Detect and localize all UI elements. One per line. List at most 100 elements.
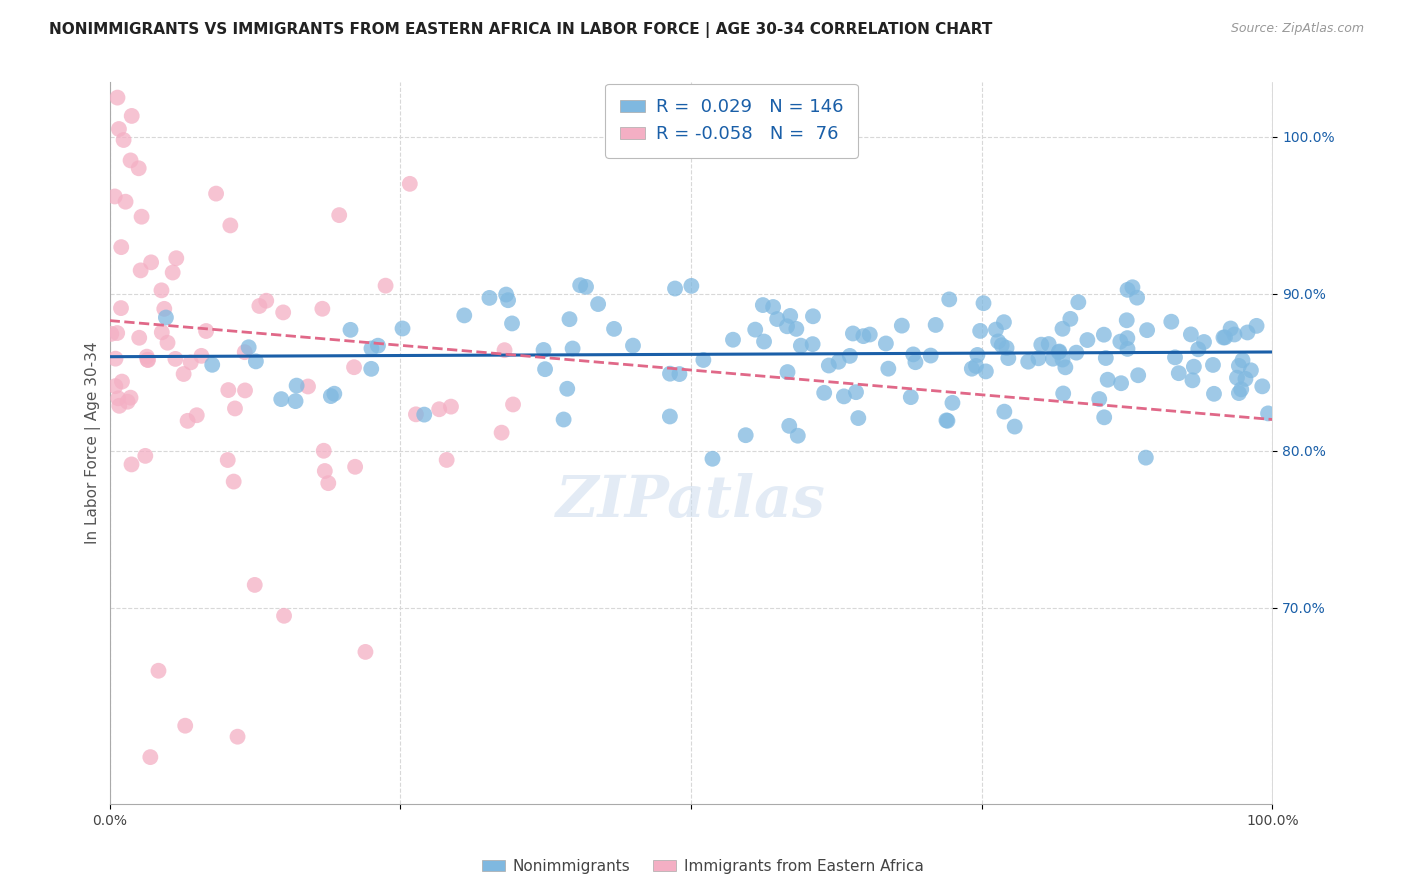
Point <box>104 351 127 366</box>
Point <box>555 382 578 396</box>
Point <box>120 153 142 168</box>
Point <box>360 342 382 356</box>
Legend: Nonimmigrants, Immigrants from Eastern Africa: Nonimmigrants, Immigrants from Eastern A… <box>477 853 929 880</box>
Point <box>1047 345 1070 359</box>
Point <box>938 293 960 307</box>
Point <box>859 327 882 342</box>
Point <box>139 750 162 764</box>
Point <box>100 326 122 341</box>
Point <box>586 297 609 311</box>
Point <box>1017 354 1039 368</box>
Point <box>121 109 143 123</box>
Point <box>904 355 927 369</box>
Point <box>343 360 366 375</box>
Point <box>1246 318 1268 333</box>
Point <box>245 354 267 368</box>
Point <box>1088 392 1111 406</box>
Point <box>354 645 377 659</box>
Point <box>801 310 824 324</box>
Point <box>1236 326 1258 340</box>
Point <box>575 280 598 294</box>
Point <box>156 335 179 350</box>
Point <box>205 186 228 201</box>
Point <box>217 383 239 397</box>
Point <box>827 355 849 369</box>
Point <box>1187 343 1209 357</box>
Point <box>658 409 681 424</box>
Point <box>219 219 242 233</box>
Point <box>111 375 134 389</box>
Point <box>1202 358 1225 372</box>
Point <box>997 351 1019 365</box>
Point <box>1067 295 1090 310</box>
Point <box>1031 337 1053 351</box>
Point <box>681 279 703 293</box>
Point <box>222 475 245 489</box>
Point <box>247 299 270 313</box>
Point <box>153 301 176 316</box>
Point <box>766 312 789 326</box>
Point <box>284 394 307 409</box>
Point <box>453 309 475 323</box>
Point <box>120 391 142 405</box>
Point <box>391 321 413 335</box>
Point <box>875 336 897 351</box>
Point <box>762 300 785 314</box>
Point <box>405 407 427 421</box>
Point <box>1202 386 1225 401</box>
Point <box>104 189 127 203</box>
Point <box>734 428 756 442</box>
Point <box>668 367 690 381</box>
Point <box>180 355 202 369</box>
Point <box>328 208 350 222</box>
Point <box>1226 370 1249 384</box>
Point <box>344 459 367 474</box>
Point <box>1109 334 1132 349</box>
Point <box>226 730 249 744</box>
Point <box>813 385 835 400</box>
Point <box>107 90 129 104</box>
Point <box>238 340 260 354</box>
Point <box>779 309 801 323</box>
Point <box>903 347 925 361</box>
Point <box>776 319 799 334</box>
Point <box>134 449 156 463</box>
Point <box>165 251 187 265</box>
Point <box>778 418 800 433</box>
Point <box>973 296 995 310</box>
Point <box>131 210 153 224</box>
Point <box>852 329 875 343</box>
Point <box>1066 345 1088 359</box>
Point <box>107 392 129 406</box>
Point <box>1212 330 1234 344</box>
Point <box>271 305 294 319</box>
Point <box>1042 351 1064 366</box>
Point <box>533 343 555 357</box>
Point <box>139 255 162 269</box>
Point <box>319 389 342 403</box>
Point <box>1136 323 1159 337</box>
Point <box>285 378 308 392</box>
Point <box>195 324 218 338</box>
Point <box>1121 280 1143 294</box>
Point <box>790 339 813 353</box>
Point <box>136 353 159 368</box>
Point <box>1219 321 1241 335</box>
Point <box>752 298 775 312</box>
Point <box>136 352 159 367</box>
Text: ZIPatlas: ZIPatlas <box>557 473 825 529</box>
Text: NONIMMIGRANTS VS IMMIGRANTS FROM EASTERN AFRICA IN LABOR FORCE | AGE 30-34 CORRE: NONIMMIGRANTS VS IMMIGRANTS FROM EASTERN… <box>49 22 993 38</box>
Point <box>243 578 266 592</box>
Point <box>1223 327 1246 342</box>
Point <box>502 397 524 411</box>
Point <box>1164 351 1187 365</box>
Point <box>1047 344 1070 359</box>
Point <box>966 348 988 362</box>
Point <box>1052 386 1074 401</box>
Point <box>817 359 839 373</box>
Point <box>427 402 450 417</box>
Point <box>1094 351 1116 365</box>
Point <box>1227 359 1250 373</box>
Point <box>984 322 1007 336</box>
Point <box>297 379 319 393</box>
